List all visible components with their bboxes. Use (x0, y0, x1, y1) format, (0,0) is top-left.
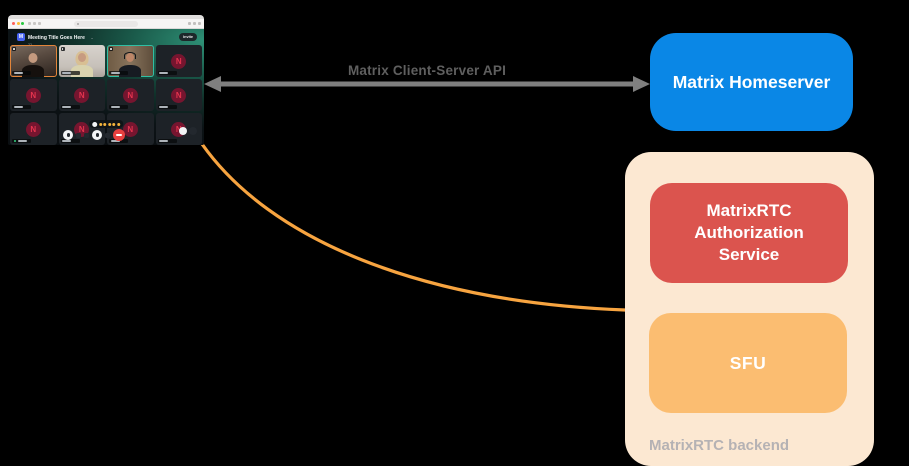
participant-face (77, 53, 86, 62)
sfu-label: SFU (729, 352, 767, 373)
invite-button[interactable]: Invite (179, 33, 197, 41)
avatar: N (171, 53, 187, 69)
participant-name-pill (109, 139, 128, 143)
homeserver-box: Matrix Homeserver (650, 33, 853, 131)
audio-options-button[interactable] (76, 132, 82, 138)
auth-service-box: MatrixRTC Authorization Service (650, 183, 848, 283)
minimize-window-button[interactable] (16, 22, 20, 25)
participant-name-pill (12, 71, 31, 75)
video-call-app: M Meeting Title Goes Here ⌄ 22 Invite (8, 29, 204, 145)
homeserver-label: Matrix Homeserver (672, 71, 831, 92)
client-browser-window: M Meeting Title Goes Here ⌄ 22 Invite (8, 15, 204, 145)
participant-name-pill (157, 105, 177, 109)
backend-container-label: MatrixRTC backend (649, 437, 790, 454)
avatar-tile: N (155, 79, 202, 111)
video-tile (58, 45, 105, 77)
hangup-button[interactable] (113, 129, 126, 141)
avatar-tile: N (155, 45, 202, 77)
app-logo: M (17, 33, 25, 41)
avatar: N (122, 87, 138, 103)
reaction-icon[interactable] (92, 121, 98, 127)
back-icon[interactable] (28, 22, 31, 25)
add-tab-icon[interactable] (193, 22, 196, 25)
browser-toolbar (8, 19, 204, 29)
mic-button[interactable] (63, 130, 74, 140)
avatar-tile: N (107, 113, 154, 145)
participant-face (126, 53, 135, 62)
settings-button[interactable] (189, 127, 197, 135)
avatar: N (171, 87, 187, 103)
call-header: M Meeting Title Goes Here ⌄ 22 Invite (8, 29, 204, 47)
sfu-box: SFU (649, 313, 847, 413)
avatar: N (122, 121, 138, 137)
window-controls (12, 22, 24, 25)
participant-name-pill (60, 139, 80, 143)
mic-status-icon (12, 47, 16, 51)
avatar: N (74, 87, 90, 103)
api-connection-label: Matrix Client-Server API (347, 63, 507, 78)
address-bar[interactable] (74, 20, 138, 27)
participants-button[interactable] (179, 127, 187, 135)
client-backend-curve (200, 142, 627, 312)
participant-face (28, 53, 38, 63)
video-grid: N N N N N (8, 44, 204, 145)
browser-action-icons (188, 22, 201, 25)
screenshare-button[interactable] (105, 132, 111, 138)
video-tile-speaker (10, 45, 57, 77)
auth-service-label: MatrixRTC Authorization Service (694, 200, 804, 265)
chevron-down-icon: ⌄ (90, 34, 94, 40)
browser-tab-strip (8, 15, 204, 19)
participant-name-pill (157, 139, 177, 143)
connection-status-pill (12, 139, 31, 143)
meeting-title: Meeting Title Goes Here (28, 34, 85, 41)
reload-icon[interactable] (38, 22, 41, 25)
share-icon[interactable] (188, 22, 191, 25)
participant-name-pill (157, 71, 177, 75)
arrowhead-left (204, 76, 221, 92)
arrowhead-right (633, 76, 650, 92)
overflow-menu-icon[interactable] (198, 22, 201, 25)
forward-icon[interactable] (33, 22, 36, 25)
participant-name-pill (109, 105, 128, 109)
avatar-tile: N (155, 113, 202, 145)
lock-icon (77, 22, 79, 25)
participant-name-pill (60, 105, 80, 109)
video-options-button[interactable] (84, 132, 90, 138)
emoji-icon[interactable] (112, 122, 116, 126)
participant-name-pill (60, 71, 80, 75)
avatar-tile: N (107, 79, 154, 111)
secondary-controls (179, 127, 197, 135)
close-window-button[interactable] (12, 22, 15, 25)
headphones (124, 52, 137, 59)
video-tile (107, 45, 154, 77)
emoji-icon[interactable] (98, 122, 102, 126)
participant-name-pill (109, 71, 128, 75)
camera-button[interactable] (92, 130, 103, 140)
meeting-title-group[interactable]: Meeting Title Goes Here ⌄ 22 (28, 29, 94, 47)
browser-nav-buttons (28, 22, 41, 25)
avatar: N (25, 121, 41, 137)
emoji-icon[interactable] (116, 122, 120, 126)
call-control-bar (63, 129, 126, 141)
participant-count: 22 (28, 43, 94, 48)
participant-name-pill (12, 105, 31, 109)
avatar-tile: N (10, 113, 57, 145)
emoji-icon[interactable] (103, 122, 107, 126)
avatar-tile: N (58, 79, 105, 111)
mic-status-icon (109, 47, 113, 51)
mic-status-icon (60, 47, 65, 51)
avatar: N (25, 87, 41, 103)
reaction-bar[interactable] (89, 120, 123, 128)
zoom-window-button[interactable] (21, 22, 24, 25)
avatar-tile: N (10, 79, 57, 111)
emoji-icon[interactable] (107, 122, 111, 126)
